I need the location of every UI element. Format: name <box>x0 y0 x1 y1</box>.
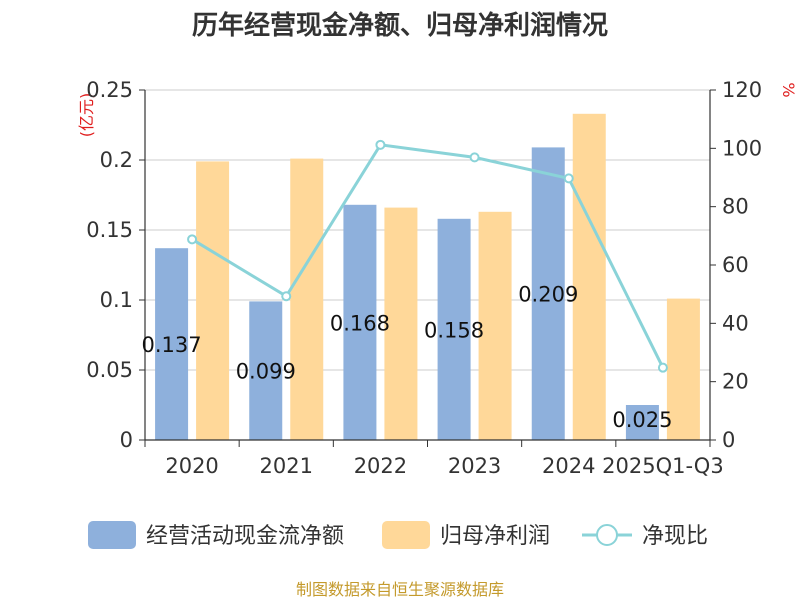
source-note: 制图数据来自恒生聚源数据库 <box>296 580 504 599</box>
legend-marker-net-cash-ratio <box>596 524 618 546</box>
right-axis-tick-label: 80 <box>722 195 749 219</box>
data-labels: 0.137 0.099 0.168 0.158 0.209 0.025 <box>142 283 673 432</box>
left-axis-unit: (亿元) <box>77 93 96 138</box>
left-axis-tick-label: 0.15 <box>86 218 133 242</box>
operating-cash-flow-data-label: 0.099 <box>236 360 296 384</box>
right-axis-unit: % <box>779 82 798 97</box>
net-cash-ratio-point <box>187 234 198 245</box>
net-profit-bar <box>196 161 230 440</box>
net-cash-ratio-point <box>375 139 386 150</box>
x-axis-category-label: 2025Q1-Q3 <box>602 454 724 478</box>
operating-cash-flow-data-label: 0.158 <box>424 318 484 342</box>
net-profit-bar <box>572 113 606 441</box>
legend-swatch-net-profit <box>382 521 430 549</box>
legend: 经营活动现金流净额 归母净利润 净现比 <box>88 521 708 549</box>
chart-title: 历年经营现金净额、归母净利润情况 <box>192 10 608 41</box>
operating-cash-flow-data-label: 0.137 <box>142 333 202 357</box>
legend-swatch-operating-cash-flow <box>88 521 136 549</box>
legend-label-operating-cash-flow: 经营活动现金流净额 <box>146 524 344 549</box>
operating-cash-flow-data-label: 0.025 <box>612 408 672 432</box>
right-axis-tick-label: 0 <box>722 428 735 452</box>
x-axis-category-label: 2022 <box>354 454 407 478</box>
x-axis-category-label: 2020 <box>165 454 218 478</box>
right-axis-tick-label: 40 <box>722 311 749 335</box>
legend-label-net-cash-ratio: 净现比 <box>642 524 708 549</box>
right-axis-tick-label: 120 <box>722 78 762 102</box>
net-profit-bar <box>666 298 700 440</box>
net-cash-ratio-polyline <box>191 143 665 369</box>
left-axis-tick-label: 0.2 <box>100 148 133 172</box>
net-cash-ratio-point <box>281 291 292 302</box>
operating-cash-flow-bar <box>625 405 659 440</box>
legend-label-net-profit: 归母净利润 <box>440 524 550 549</box>
operating-cash-flow-bar <box>343 204 377 440</box>
x-axis-category-label: 2021 <box>260 454 313 478</box>
net-cash-ratio-line <box>187 139 668 373</box>
right-axis-tick-label: 100 <box>722 136 762 160</box>
operating-cash-flow-bar <box>437 218 471 440</box>
operating-cash-flow-bar <box>531 147 565 440</box>
operating-cash-flow-bar <box>249 301 283 440</box>
operating-cash-flow-data-label: 0.168 <box>330 311 390 335</box>
net-cash-ratio-point <box>563 173 574 184</box>
right-axis-tick-label: 60 <box>722 253 749 277</box>
x-axis-category-label: 2023 <box>448 454 501 478</box>
net-profit-bar <box>290 158 324 440</box>
left-axis-tick-label: 0 <box>120 428 133 452</box>
bars <box>155 113 700 441</box>
operating-cash-flow-data-label: 0.209 <box>518 283 578 307</box>
net-cash-ratio-point <box>469 152 480 163</box>
right-axis-tick-label: 20 <box>722 370 749 394</box>
x-axis-category-label: 2024 <box>542 454 595 478</box>
left-axis-tick-label: 0.05 <box>86 358 133 382</box>
net-cash-ratio-point <box>657 362 668 373</box>
net-profit-bar <box>478 211 512 440</box>
left-axis-tick-label: 0.1 <box>100 288 133 312</box>
left-axis-tick-label: 0.25 <box>86 78 133 102</box>
axes: 0 0.05 0.1 0.15 0.2 0.25 0 20 40 60 80 100 120 2020 20… <box>86 78 762 478</box>
operating-cash-flow-bar <box>155 248 189 440</box>
net-profit-bar <box>384 207 418 440</box>
grid-lines <box>145 89 710 371</box>
